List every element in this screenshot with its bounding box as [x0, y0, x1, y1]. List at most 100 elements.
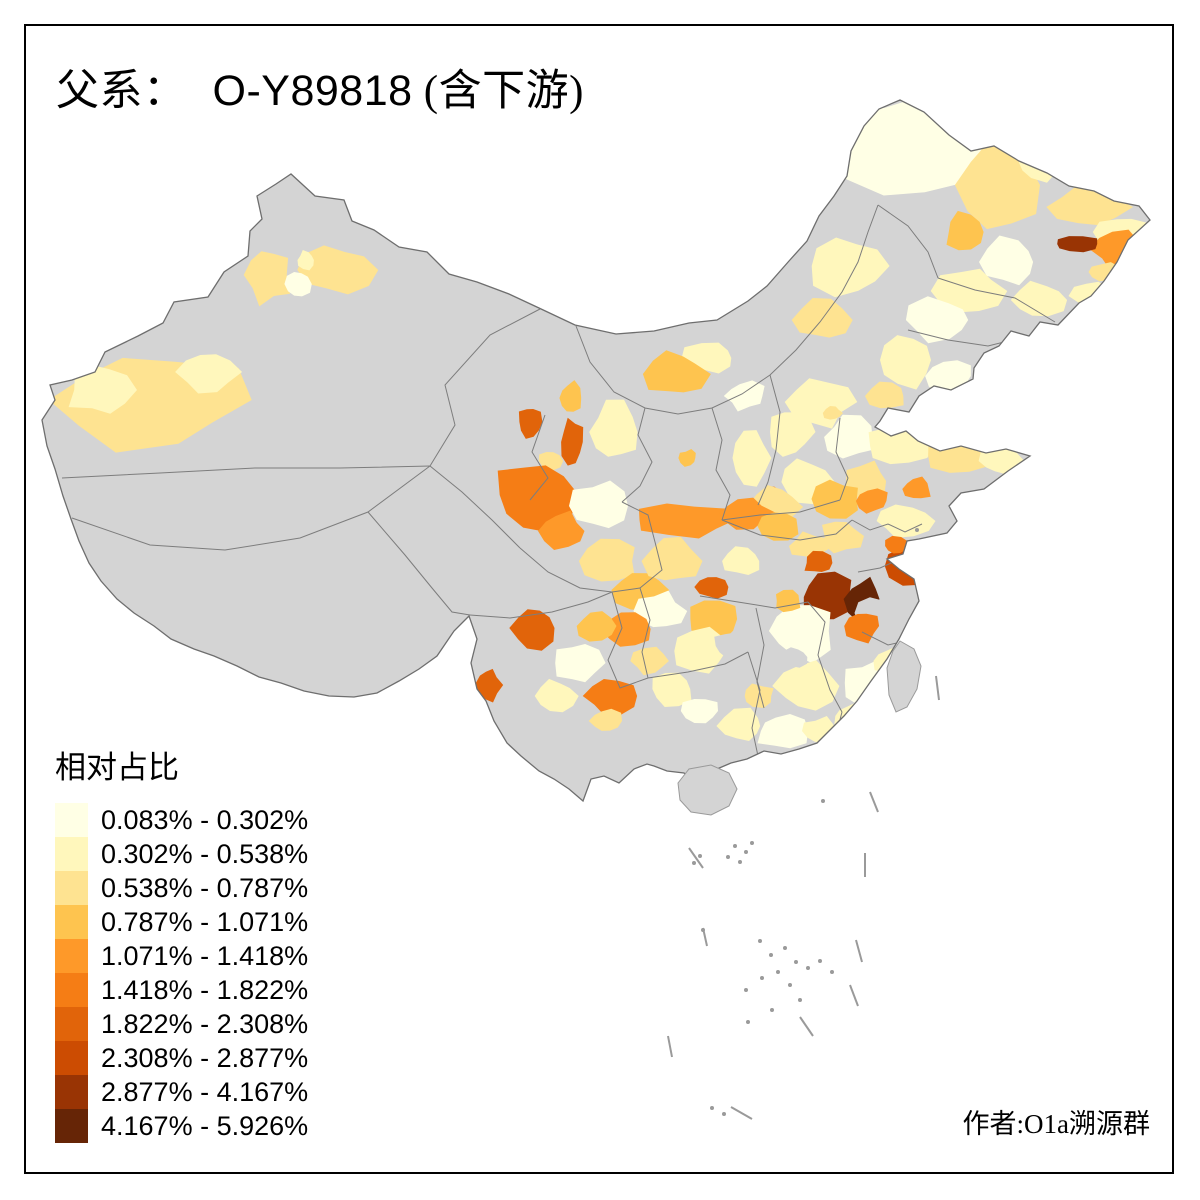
prefecture-patch	[297, 245, 379, 295]
province-border	[699, 595, 809, 609]
prefecture-patch	[902, 476, 931, 499]
prefecture-patch	[714, 632, 748, 658]
sea-boundary-dash	[849, 984, 859, 1007]
sea-islet	[744, 988, 748, 992]
province-border	[721, 499, 841, 521]
prefecture-patch	[243, 251, 290, 307]
legend-swatch	[55, 1041, 88, 1075]
title-haplogroup-code: O-Y89818	[212, 67, 413, 115]
prefecture-patch	[772, 660, 840, 711]
sea-islet	[746, 1020, 750, 1024]
sea-islet	[798, 998, 802, 1002]
province-border	[469, 591, 613, 619]
legend-label: 0.538% - 0.787%	[101, 873, 309, 903]
prefecture-patch	[928, 566, 958, 607]
prefecture-patch	[930, 268, 1008, 313]
legend-title: 相对占比	[55, 750, 179, 785]
province-border	[851, 519, 923, 533]
prefecture-patch	[642, 350, 711, 393]
prefecture-patch	[518, 409, 543, 439]
sea-islet	[722, 1112, 726, 1116]
prefecture-patch	[811, 237, 890, 298]
sea-islet	[726, 855, 730, 859]
china-choropleth-map	[41, 99, 1151, 1120]
sea-boundary-dash	[688, 847, 704, 869]
sea-islet	[758, 939, 762, 943]
legend-swatch	[55, 1075, 88, 1109]
sea-islet	[738, 860, 742, 864]
prefecture-patch	[576, 611, 617, 642]
sea-islet	[794, 960, 798, 964]
province-border	[621, 501, 663, 589]
prefecture-patch	[716, 707, 761, 741]
sea-boundary-dash	[730, 1106, 753, 1120]
prefecture-patch	[284, 272, 312, 297]
prefecture-patch	[811, 479, 858, 519]
prefecture-patch	[905, 296, 969, 344]
sea-islet	[776, 970, 780, 974]
prefecture-patch	[732, 430, 772, 487]
legend-item: 1.418% - 1.822%	[55, 973, 308, 1007]
sea-islet	[770, 1008, 774, 1012]
legend-label: 0.787% - 1.071%	[101, 907, 309, 937]
legend-swatch	[55, 973, 88, 1007]
sea-islet	[750, 841, 754, 845]
sea-islet	[733, 844, 737, 848]
province-border	[621, 407, 653, 503]
prefecture-patch	[923, 606, 960, 646]
legend-swatch	[55, 905, 88, 939]
prefecture-patch	[822, 406, 843, 420]
prefecture-patch	[865, 381, 904, 409]
prefecture-patch	[297, 250, 314, 271]
province-border	[61, 465, 431, 479]
legend-label: 2.877% - 4.167%	[101, 1077, 309, 1107]
prefecture-patch	[884, 547, 942, 586]
province-border	[807, 601, 843, 713]
prefecture-patch	[822, 521, 864, 554]
prefecture-patch	[780, 647, 808, 668]
prefecture-patch	[723, 380, 765, 412]
sea-islet	[692, 861, 696, 865]
prefecture-patch	[855, 488, 888, 514]
prefecture-patch	[946, 210, 984, 251]
hainan-island	[677, 764, 738, 816]
prefecture-patch	[945, 100, 1004, 137]
legend-swatch	[55, 803, 88, 837]
prefecture-patch	[1010, 280, 1068, 317]
prefecture-patch	[791, 298, 853, 338]
prefecture-patch	[578, 538, 635, 582]
prefecture-patch	[694, 577, 729, 599]
sea-islet	[788, 983, 792, 987]
legend-item: 0.083% - 0.302%	[55, 803, 308, 837]
prefecture-patch	[880, 335, 931, 390]
legend-label: 0.302% - 0.538%	[101, 839, 309, 869]
province-border	[519, 547, 641, 593]
taiwan-island	[886, 640, 922, 713]
legend-item: 1.071% - 1.418%	[55, 939, 308, 973]
prefecture-patch	[534, 678, 579, 713]
legend-swatch	[55, 837, 88, 871]
sea-islet	[821, 799, 825, 803]
prefecture-patch	[757, 512, 799, 541]
province-border	[607, 591, 649, 689]
prefecture-patch	[589, 399, 638, 457]
sea-boundary-dash	[855, 939, 863, 963]
legend-rows: 0.083% - 0.302% 0.302% - 0.538% 0.538% - 0…	[55, 803, 308, 1143]
legend-item: 0.787% - 1.071%	[55, 905, 308, 939]
china-outline	[41, 99, 1151, 807]
province-border	[429, 308, 541, 467]
prefecture-patch	[638, 503, 736, 539]
province-border	[877, 204, 939, 279]
author-text: 作者:O1a溯源群	[962, 1109, 1150, 1139]
sea-islet	[710, 1106, 714, 1110]
sea-islet	[744, 850, 748, 854]
legend-item: 0.538% - 0.787%	[55, 871, 308, 905]
province-border	[647, 651, 749, 679]
prefecture-patch	[757, 714, 809, 749]
prefecture-patch	[474, 668, 504, 703]
mainland-layer	[42, 100, 1150, 806]
prefecture-patch	[555, 644, 606, 683]
prefecture-patch	[768, 605, 831, 664]
prefecture-patch	[633, 590, 688, 628]
